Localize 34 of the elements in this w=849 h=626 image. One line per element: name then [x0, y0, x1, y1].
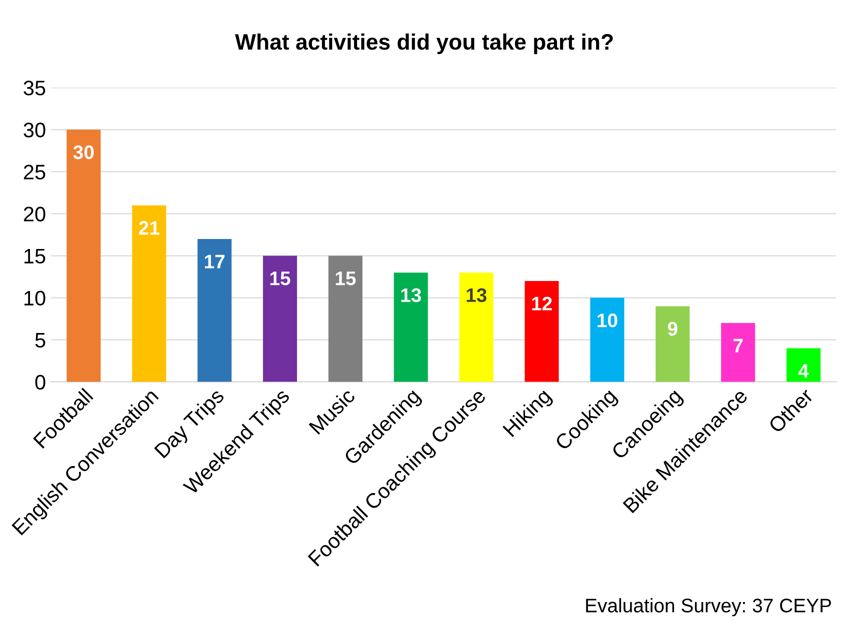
bar — [132, 205, 166, 382]
data-label: 21 — [138, 221, 160, 235]
data-label: 15 — [270, 272, 290, 286]
y-tick-label: 5 — [35, 333, 46, 348]
y-tick-label: 20 — [24, 206, 46, 222]
data-label: 15 — [336, 272, 356, 286]
bar — [590, 298, 624, 382]
bar — [524, 280, 559, 382]
data-label: 13 — [466, 288, 486, 302]
bar — [786, 348, 821, 382]
bar — [459, 272, 494, 382]
bar — [66, 130, 101, 382]
data-label: 10 — [598, 314, 618, 328]
data-label: 7 — [734, 338, 743, 352]
y-tick-label: 10 — [24, 290, 46, 306]
y-tick-label: 30 — [24, 122, 46, 138]
text: Evaluation Survey: 37 CEYP — [586, 598, 831, 616]
chart-title: What activities did you take part in? — [234, 33, 613, 54]
bar — [394, 272, 428, 382]
data-label: 30 — [73, 145, 94, 160]
bar — [656, 306, 690, 382]
data-label: 9 — [668, 322, 678, 336]
data-label: 17 — [204, 254, 225, 268]
y-tick-label: 35 — [24, 80, 46, 96]
data-label: 12 — [532, 296, 552, 310]
data-label: 4 — [798, 364, 809, 378]
y-tick-label: 0 — [35, 374, 46, 390]
y-tick-label: 15 — [24, 248, 46, 264]
bar — [198, 238, 232, 382]
bar — [262, 256, 298, 382]
bar — [721, 323, 756, 382]
y-tick-label: 25 — [24, 164, 46, 180]
data-label: 13 — [401, 288, 421, 302]
bar — [328, 256, 362, 382]
